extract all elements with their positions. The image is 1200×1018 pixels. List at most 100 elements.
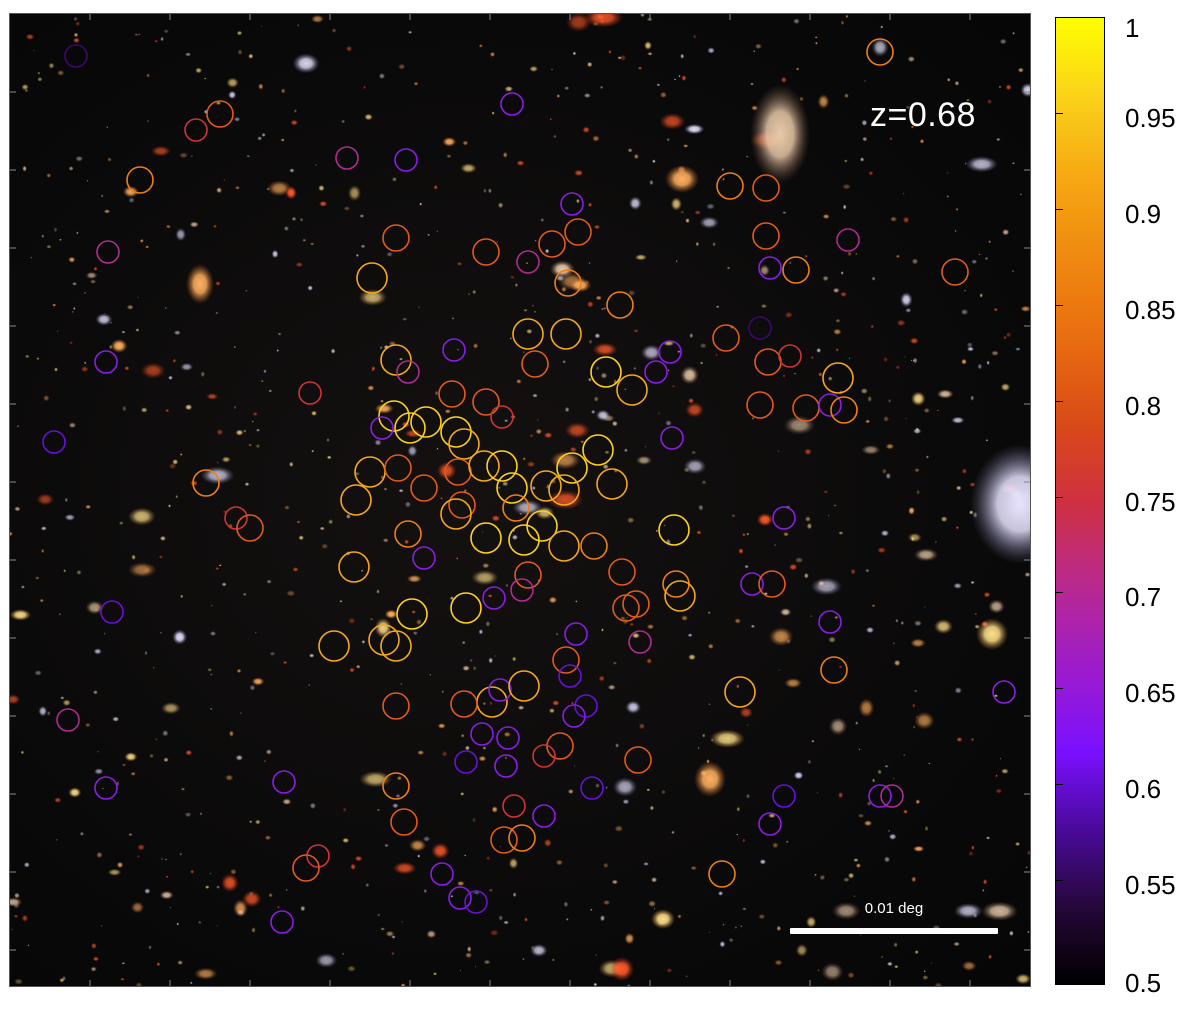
background-galaxy (246, 154, 251, 158)
background-galaxy (522, 957, 525, 961)
background-galaxy (137, 844, 145, 851)
background-galaxy (85, 722, 91, 728)
foreground-galaxy (186, 264, 214, 304)
bright-galaxy (699, 216, 719, 229)
background-galaxy (697, 747, 700, 749)
background-galaxy (412, 631, 418, 636)
background-galaxy (626, 616, 629, 619)
background-galaxy (588, 339, 593, 345)
member-candidate-circle (64, 44, 88, 68)
bright-galaxy (634, 254, 648, 261)
background-galaxy (553, 134, 557, 139)
background-galaxy (643, 861, 649, 866)
background-galaxy (671, 830, 675, 835)
member-candidate-circle (96, 240, 120, 264)
background-galaxy (904, 356, 906, 358)
background-galaxy (663, 524, 666, 527)
background-galaxy (620, 616, 626, 621)
background-galaxy (978, 253, 981, 256)
background-galaxy (861, 119, 868, 127)
background-galaxy (359, 214, 365, 218)
member-candidate-circle (564, 218, 592, 246)
background-galaxy (979, 293, 983, 298)
background-galaxy (895, 254, 901, 259)
background-galaxy (966, 346, 975, 352)
background-galaxy (595, 953, 598, 956)
background-galaxy (811, 739, 815, 743)
background-galaxy (103, 632, 106, 635)
background-galaxy (731, 513, 736, 518)
member-candidate-circle (378, 400, 410, 432)
background-galaxy (905, 307, 912, 313)
background-galaxy (73, 37, 80, 44)
bright-galaxy (442, 137, 457, 147)
member-candidate-circle (396, 360, 420, 384)
background-galaxy (386, 251, 393, 257)
background-galaxy (966, 342, 973, 348)
member-candidate-circle (562, 704, 586, 728)
member-candidate-circle (532, 744, 556, 768)
background-galaxy (237, 49, 243, 56)
colorbar-tick (1055, 113, 1063, 114)
background-galaxy (974, 613, 978, 615)
background-galaxy (706, 203, 715, 210)
background-galaxy (746, 532, 749, 536)
member-candidate-circle (590, 356, 622, 388)
background-galaxy (339, 600, 343, 603)
bright-galaxy (180, 362, 194, 371)
background-galaxy (680, 53, 685, 59)
background-galaxy (221, 582, 227, 587)
background-galaxy (509, 275, 515, 280)
background-galaxy (106, 126, 109, 128)
bright-galaxy (670, 197, 682, 211)
bright-galaxy (68, 787, 82, 798)
background-galaxy (54, 367, 58, 372)
background-galaxy (248, 53, 254, 59)
member-candidate-circle (298, 381, 322, 405)
bright-galaxy (85, 600, 104, 615)
foreground-galaxy (970, 444, 1030, 564)
bright-galaxy (122, 185, 139, 198)
background-galaxy (180, 787, 186, 791)
background-galaxy (1012, 270, 1014, 273)
background-galaxy (555, 859, 564, 866)
background-galaxy (189, 221, 199, 228)
background-galaxy (92, 956, 100, 962)
background-galaxy (140, 407, 148, 413)
member-candidate-circle (454, 750, 478, 774)
background-galaxy (215, 312, 219, 314)
background-galaxy (411, 610, 416, 614)
bright-galaxy (194, 967, 218, 980)
member-candidate-circle (658, 514, 690, 546)
bright-galaxy (130, 901, 145, 914)
background-galaxy (986, 99, 993, 105)
member-candidate-circle (624, 746, 652, 774)
background-galaxy (416, 619, 422, 626)
background-galaxy (754, 43, 762, 50)
background-galaxy (145, 245, 150, 249)
background-galaxy (398, 488, 404, 493)
bright-galaxy (565, 14, 592, 32)
member-candidate-circle (472, 238, 500, 266)
background-galaxy (862, 136, 868, 142)
background-galaxy (68, 256, 76, 263)
background-galaxy (280, 138, 285, 142)
background-galaxy (863, 820, 873, 827)
member-candidate-circle (616, 374, 648, 406)
background-galaxy (398, 357, 404, 361)
background-galaxy (556, 632, 558, 636)
bright-galaxy (221, 873, 239, 893)
background-galaxy (833, 504, 837, 507)
background-galaxy (281, 798, 292, 806)
background-galaxy (285, 889, 288, 891)
colorbar-tick-label: 0.75 (1125, 487, 1176, 517)
background-galaxy (593, 224, 601, 230)
bright-galaxy (805, 916, 817, 928)
background-galaxy (970, 580, 975, 585)
background-galaxy (688, 397, 695, 404)
background-galaxy (126, 304, 134, 310)
background-galaxy (1019, 193, 1023, 196)
background-galaxy (517, 705, 525, 711)
background-galaxy (464, 854, 467, 857)
background-galaxy (828, 514, 830, 517)
